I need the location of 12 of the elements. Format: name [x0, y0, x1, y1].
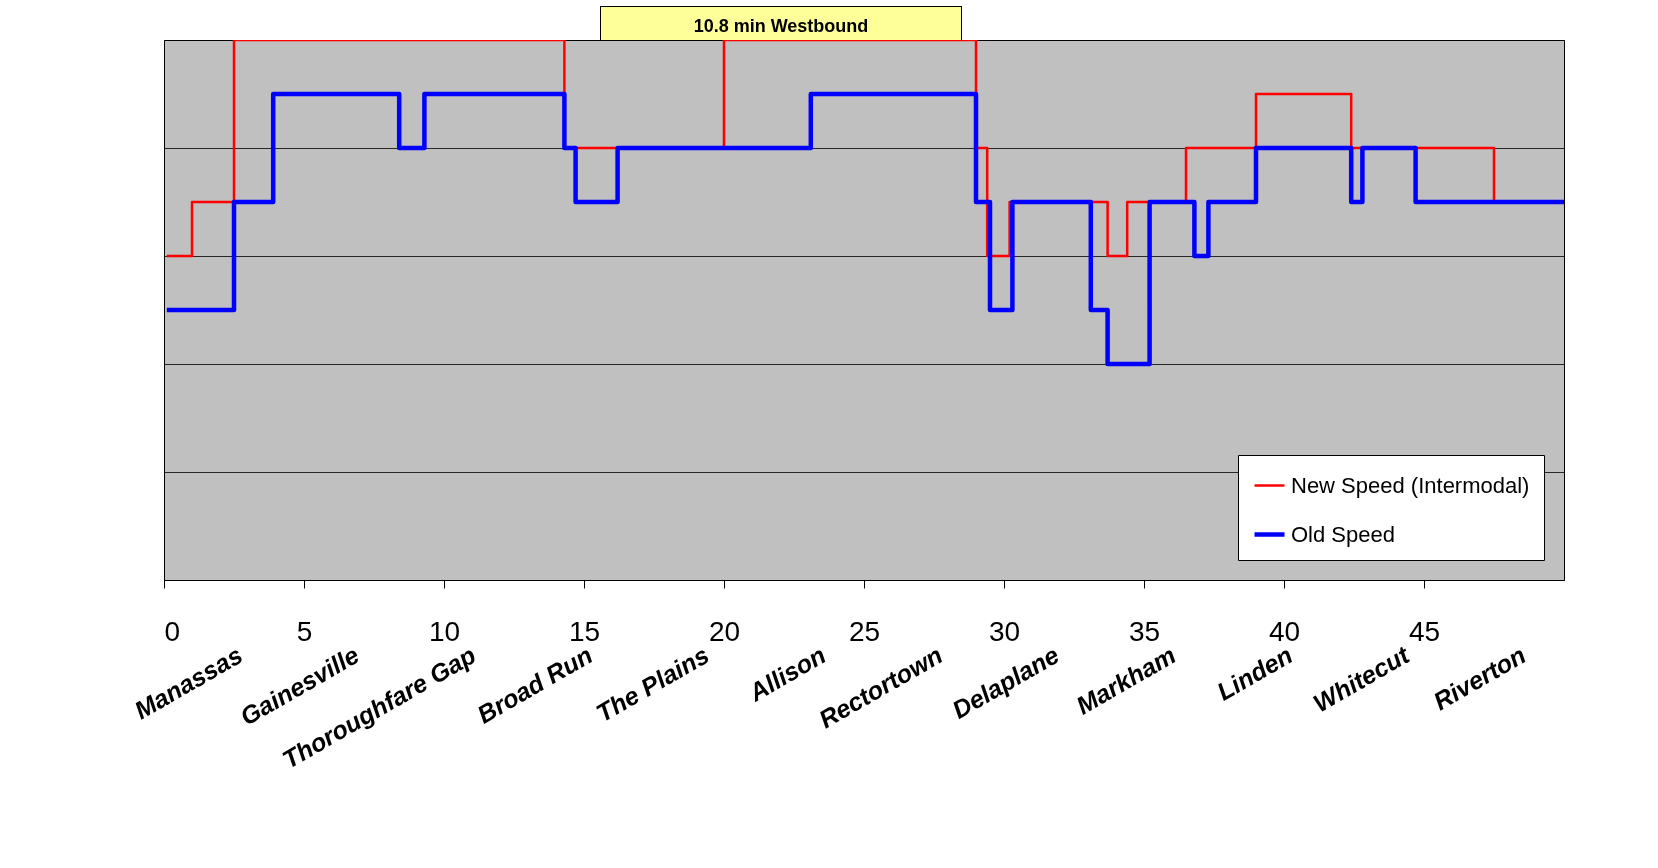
x-tick-label: 15 — [568, 615, 601, 647]
x-tick-label: 45 — [1408, 615, 1441, 647]
x-tick-label: 40 — [1268, 615, 1301, 647]
x-tick-label: 20 — [708, 615, 741, 647]
x-tick-label: 0 — [164, 615, 181, 647]
legend-label: Old Speed — [1291, 521, 1395, 547]
x-tick-label: 25 — [848, 615, 881, 647]
legend-label: New Speed (Intermodal) — [1291, 472, 1530, 498]
x-tick-label: 10 — [428, 615, 461, 647]
x-tick-label: 35 — [1128, 615, 1161, 647]
x-tick-label: 30 — [988, 615, 1021, 647]
x-tick-label: 5 — [296, 615, 313, 647]
